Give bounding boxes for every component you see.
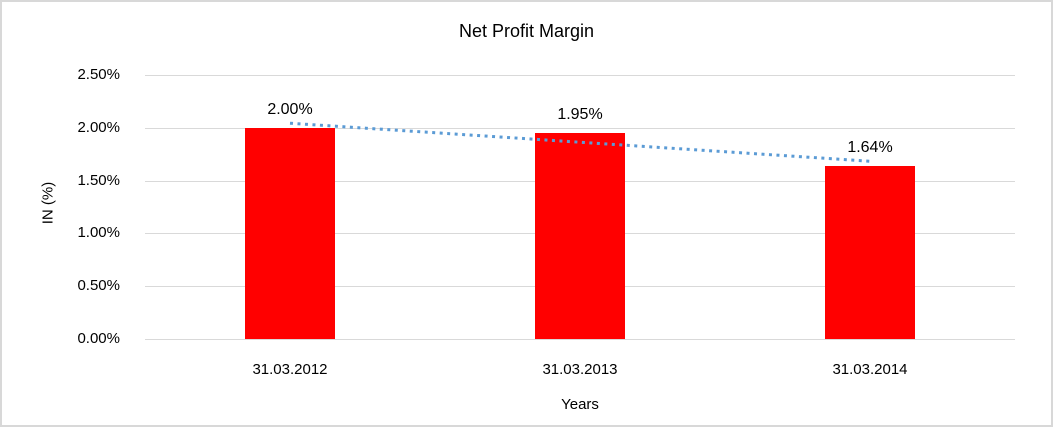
bar: [245, 127, 335, 339]
bar: [825, 165, 915, 339]
bar: [535, 133, 625, 339]
x-tick-label: 31.03.2014: [832, 361, 908, 378]
x-axis-title: Years: [561, 396, 599, 413]
gridline: [145, 75, 1015, 76]
y-tick-label: 1.00%: [77, 224, 120, 242]
y-tick-label: 1.50%: [77, 171, 120, 189]
chart-title: Net Profit Margin: [458, 21, 595, 41]
bar-value-label: 1.95%: [557, 106, 603, 124]
y-tick-label: 2.00%: [77, 118, 120, 136]
y-tick-label: 0.00%: [77, 330, 120, 347]
y-tick-label: 2.50%: [77, 66, 120, 83]
y-tick-label: 0.50%: [77, 277, 120, 295]
bar-value-label: 1.64%: [847, 138, 893, 156]
gridline: [145, 339, 1015, 340]
x-tick-label: 31.03.2013: [542, 361, 618, 378]
bar-value-label: 2.00%: [267, 100, 313, 118]
x-tick-label: 31.03.2012: [252, 361, 328, 378]
